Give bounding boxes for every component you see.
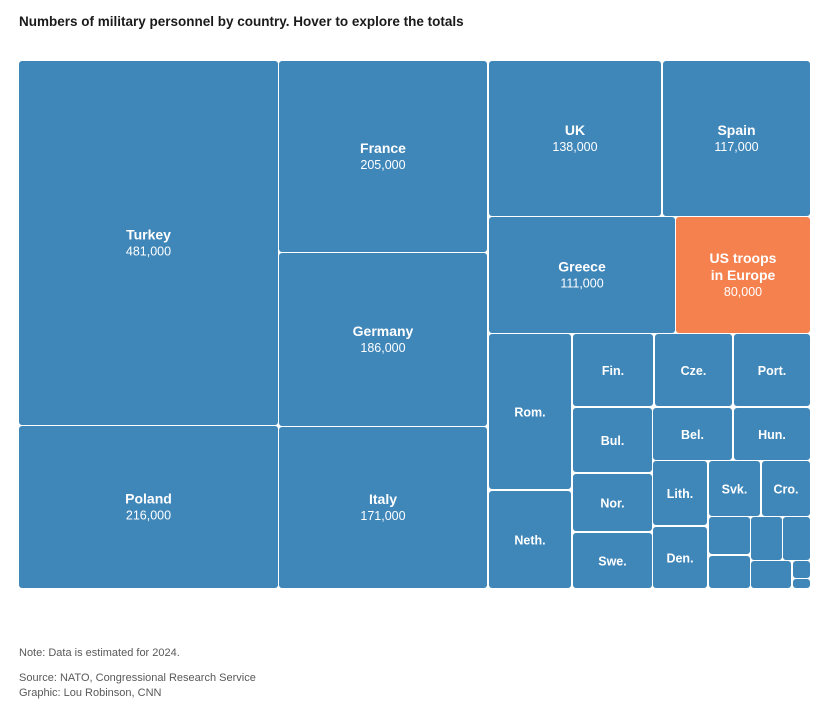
tile-label-nor: Nor. [600, 497, 624, 511]
tile-rect-minor-25[interactable] [751, 517, 782, 560]
tile-rect-uk[interactable] [489, 61, 661, 216]
tile-minor-24[interactable] [709, 517, 750, 554]
tile-rect-hun[interactable] [734, 408, 810, 460]
tile-label-port: Port. [758, 364, 786, 378]
tile-label-bel: Bel. [681, 428, 704, 442]
footer-graphic: Graphic: Lou Robinson, CNN [19, 687, 162, 699]
footer-source: Source: NATO, Congressional Research Ser… [19, 672, 256, 684]
tile-minor-25[interactable] [751, 517, 782, 560]
tile-rect-lith[interactable] [653, 461, 707, 525]
tile-france[interactable]: France 205,000 [279, 61, 487, 252]
tile-minor-26[interactable] [783, 517, 810, 560]
tile-rect-svk[interactable] [709, 461, 760, 516]
tile-italy[interactable]: Italy 171,000 [279, 427, 487, 588]
tile-rect-france[interactable] [279, 61, 487, 252]
tile-label-turkey: Turkey [126, 227, 171, 243]
tile-rect-bul[interactable] [573, 408, 652, 472]
tile-label-lith: Lith. [667, 487, 693, 501]
tile-bul[interactable]: Bul. [573, 408, 652, 472]
tile-minor-30[interactable] [793, 579, 810, 588]
tile-label-svk: Svk. [722, 483, 748, 497]
tile-nor[interactable]: Nor. [573, 474, 652, 531]
tile-label-spain: Spain [717, 122, 755, 138]
tile-value-uk: 138,000 [552, 140, 597, 154]
tile-label-uk: UK [565, 122, 585, 138]
tile-rect-minor-29[interactable] [793, 561, 810, 578]
tile-rect-poland[interactable] [19, 426, 278, 588]
tile-rom[interactable]: Rom. [489, 334, 571, 489]
tile-label-rom: Rom. [514, 406, 545, 420]
tile-rect-swe[interactable] [573, 533, 652, 588]
tile-value-italy: 171,000 [360, 509, 405, 523]
tile-label-france: France [360, 140, 406, 156]
tile-value-greece: 111,000 [560, 277, 603, 291]
tile-value-france: 205,000 [360, 158, 405, 172]
tile-uk[interactable]: UK 138,000 [489, 61, 661, 216]
tile-swe[interactable]: Swe. [573, 533, 652, 588]
footer-note: Note: Data is estimated for 2024. [19, 647, 180, 659]
tile-fin[interactable]: Fin. [573, 334, 653, 406]
tile-turkey[interactable]: Turkey 481,000 [19, 61, 278, 425]
tile-label-us-troops-in-europe-2: in Europe [711, 267, 776, 283]
tile-svk[interactable]: Svk. [709, 461, 760, 516]
tile-rect-italy[interactable] [279, 427, 487, 588]
tile-label-fin: Fin. [602, 364, 624, 378]
tile-rect-fin[interactable] [573, 334, 653, 406]
tile-label-cze: Cze. [681, 364, 707, 378]
tile-value-spain: 117,000 [714, 140, 758, 154]
tile-value-germany: 186,000 [360, 341, 405, 355]
tile-spain[interactable]: Spain 117,000 [663, 61, 810, 216]
tile-rect-turkey[interactable] [19, 61, 278, 425]
tile-rect-minor-24[interactable] [709, 517, 750, 554]
tile-rect-rom[interactable] [489, 334, 571, 489]
tile-rect-germany[interactable] [279, 253, 487, 426]
tile-label-poland: Poland [125, 491, 172, 507]
chart-title: Numbers of military personnel by country… [19, 14, 464, 29]
tile-rect-cze[interactable] [655, 334, 732, 406]
tile-label-us-troops-in-europe-1: US troops [710, 250, 777, 266]
tile-rect-minor-30[interactable] [793, 579, 810, 588]
tile-minor-29[interactable] [793, 561, 810, 578]
tile-label-neth: Neth. [514, 534, 545, 548]
tile-minor-28[interactable] [751, 561, 791, 588]
tile-neth[interactable]: Neth. [489, 491, 571, 588]
tile-greece[interactable]: Greece 111,000 [489, 217, 675, 333]
tile-value-turkey: 481,000 [126, 245, 171, 259]
tile-cro[interactable]: Cro. [762, 461, 810, 516]
tile-rect-den[interactable] [653, 527, 707, 588]
tile-label-den: Den. [666, 552, 693, 566]
tile-germany[interactable]: Germany 186,000 [279, 253, 487, 426]
tile-rect-minor-27[interactable] [709, 556, 750, 588]
tile-rect-port[interactable] [734, 334, 810, 406]
tile-rect-us-troops-in-europe[interactable] [676, 217, 810, 333]
tile-bel[interactable]: Bel. [653, 408, 732, 460]
tile-port[interactable]: Port. [734, 334, 810, 406]
tile-rect-cro[interactable] [762, 461, 810, 516]
tile-rect-greece[interactable] [489, 217, 675, 333]
tile-rect-bel[interactable] [653, 408, 732, 460]
tile-label-germany: Germany [353, 323, 414, 339]
tile-hun[interactable]: Hun. [734, 408, 810, 460]
tile-rect-nor[interactable] [573, 474, 652, 531]
tile-label-swe: Swe. [598, 555, 627, 569]
tile-rect-neth[interactable] [489, 491, 571, 588]
tile-lith[interactable]: Lith. [653, 461, 707, 525]
tile-minor-27[interactable] [709, 556, 750, 588]
tile-rect-spain[interactable] [663, 61, 810, 216]
tile-label-hun: Hun. [758, 428, 786, 442]
tile-label-greece: Greece [558, 259, 606, 275]
tile-den[interactable]: Den. [653, 527, 707, 588]
tile-value-poland: 216,000 [126, 509, 171, 523]
tile-label-bul: Bul. [601, 434, 625, 448]
tile-rect-minor-28[interactable] [751, 561, 791, 588]
tile-value-us-troops-in-europe: 80,000 [724, 285, 762, 299]
tile-label-italy: Italy [369, 491, 397, 507]
tile-label-cro: Cro. [774, 483, 799, 497]
tile-rect-minor-26[interactable] [783, 517, 810, 560]
tile-cze[interactable]: Cze. [655, 334, 732, 406]
tile-poland[interactable]: Poland 216,000 [19, 426, 278, 588]
